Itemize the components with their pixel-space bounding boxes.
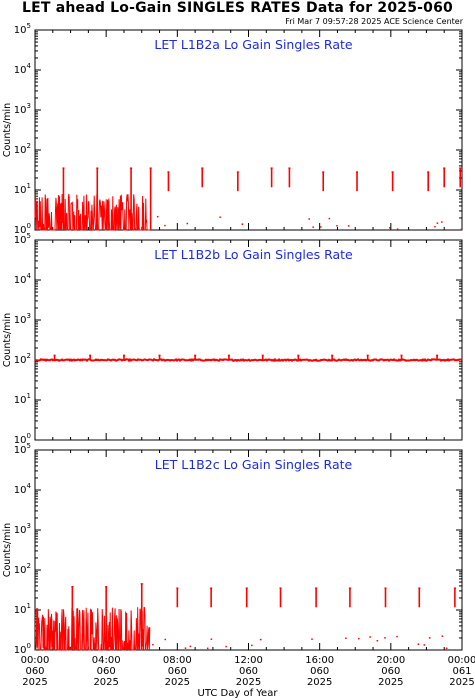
data-dot — [417, 643, 420, 645]
x-tick-label: 12:00 — [234, 655, 263, 666]
y-axis-label: Counts/min — [2, 523, 13, 577]
data-dot — [460, 228, 463, 231]
series-1 — [34, 167, 463, 232]
x-tick-label: 2025 — [93, 677, 118, 688]
timestamp: Fri Mar 7 09:57:28 2025 ACE Science Cent… — [285, 17, 463, 26]
data-dot — [358, 637, 360, 640]
plot-frame — [34, 29, 463, 231]
x-tick-label: 060 — [168, 666, 187, 677]
y-tick-label: 100 — [14, 432, 31, 446]
data-dot — [206, 647, 209, 650]
noise-trace — [34, 193, 151, 232]
x-tick-label: 08:00 — [163, 655, 192, 666]
x-tick-label: 16:00 — [305, 655, 334, 666]
x-tick-label: 2025 — [22, 677, 47, 688]
data-dot — [434, 225, 436, 228]
x-tick-label: 2025 — [378, 677, 403, 688]
series-3 — [34, 583, 456, 651]
x-tick-label: 04:00 — [92, 655, 121, 666]
noise-trace — [34, 606, 151, 651]
data-dot — [336, 225, 338, 227]
x-tick-label: 00:00 — [21, 655, 50, 666]
x-tick-label: 060 — [239, 666, 258, 677]
y-tick-label: 104 — [14, 272, 32, 286]
y-tick-label: 100 — [14, 222, 31, 236]
x-tick-label: 2025 — [236, 677, 261, 688]
panel-title: LET L1B2c Lo Gain Singles Rate — [155, 457, 353, 472]
data-dot — [396, 635, 398, 638]
panel-title: LET L1B2a Lo Gain Singles Rate — [154, 37, 353, 52]
data-dot — [186, 222, 189, 225]
x-tick-label: 20:00 — [376, 655, 405, 666]
data-dot — [312, 226, 314, 228]
y-tick-label: 102 — [14, 352, 31, 366]
data-dot — [345, 637, 347, 640]
y-tick-label: 101 — [14, 602, 31, 616]
data-dot — [311, 638, 313, 640]
series-2 — [34, 354, 463, 363]
x-tick-label: 2025 — [165, 677, 190, 688]
data-dot — [259, 638, 262, 641]
plot-frame — [34, 239, 463, 441]
data-dot — [396, 228, 399, 230]
data-dot — [423, 644, 426, 646]
y-tick-label: 100 — [14, 642, 31, 656]
y-axis-label: Counts/min — [2, 103, 13, 157]
panel-title: LET L1B2b Lo Gain Singles Rate — [154, 247, 353, 262]
data-dot — [225, 645, 227, 648]
data-dot — [441, 221, 443, 223]
data-dot — [219, 216, 221, 218]
data-dot — [156, 215, 159, 218]
data-dot — [384, 637, 386, 639]
y-tick-label: 103 — [14, 102, 31, 116]
x-tick-label: 00:00 — [448, 655, 475, 666]
data-dot — [328, 217, 331, 220]
y-tick-label: 102 — [14, 142, 31, 156]
data-dot — [241, 223, 244, 225]
x-axis-label: UTC Day of Year — [197, 688, 278, 699]
x-tick-label: 060 — [310, 666, 329, 677]
data-dot — [189, 645, 192, 648]
x-tick-label: 060 — [25, 666, 44, 677]
data-dot — [210, 638, 213, 640]
y-tick-label: 102 — [14, 562, 31, 576]
data-dot — [308, 218, 310, 220]
data-dot — [376, 639, 379, 642]
panel-1: 100 101 102 103 104 105 LET L1B2a Lo Gain Sing… — [2, 22, 463, 236]
y-tick-label: 101 — [14, 182, 31, 196]
page-title: LET ahead Lo-Gain SINGLES RATES Data for… — [22, 0, 453, 16]
x-tick-label: 061 — [452, 666, 471, 677]
panel-2: 100 101 102 103 104 105 LET L1B2b Lo Gain Sing… — [2, 232, 463, 446]
data-dot — [441, 635, 444, 637]
y-tick-label: 103 — [14, 312, 31, 326]
data-dot — [319, 226, 322, 228]
data-dot — [164, 638, 167, 641]
y-axis-label: Counts/min — [2, 313, 13, 367]
data-dot — [389, 227, 391, 229]
y-tick-label: 103 — [14, 522, 31, 536]
data-dot — [347, 225, 350, 227]
baseline-line — [34, 357, 463, 363]
data-dot — [251, 644, 253, 647]
y-tick-label: 101 — [14, 392, 31, 406]
data-dot — [428, 637, 431, 639]
y-tick-label: 105 — [14, 442, 31, 456]
y-tick-label: 104 — [14, 62, 32, 76]
data-dot — [184, 647, 187, 649]
x-tick-label: 2025 — [449, 677, 474, 688]
data-dot — [164, 224, 166, 227]
panel-3: 100 101 102 103 104 105 LET L1B2c Lo Gain Sing… — [2, 442, 463, 656]
y-tick-label: 105 — [14, 22, 31, 36]
data-dot — [152, 643, 154, 646]
data-dot — [436, 222, 439, 224]
data-dot — [369, 636, 371, 638]
data-dot — [445, 647, 448, 650]
x-tick-label: 060 — [97, 666, 116, 677]
x-tick-label: 060 — [381, 666, 400, 677]
x-tick-label: 2025 — [307, 677, 332, 688]
y-tick-label: 104 — [14, 482, 32, 496]
plot-frame — [34, 449, 463, 651]
y-tick-label: 105 — [14, 232, 31, 246]
